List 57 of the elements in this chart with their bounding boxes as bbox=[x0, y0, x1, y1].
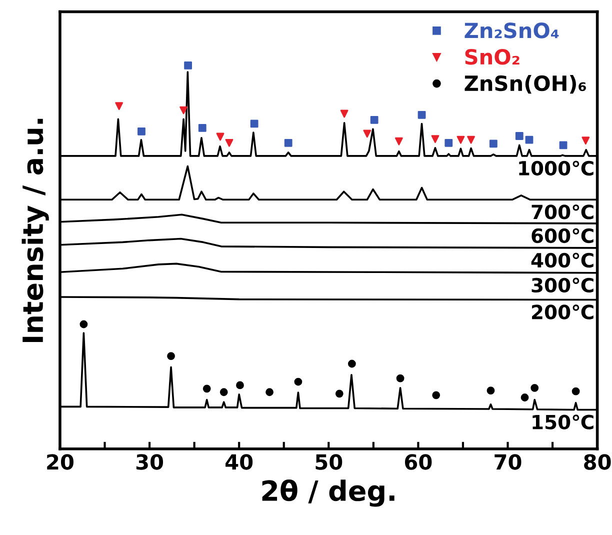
point bbox=[236, 381, 244, 390]
point bbox=[394, 137, 403, 146]
series-label: 700℃ bbox=[532, 204, 594, 220]
point bbox=[340, 110, 348, 118]
point bbox=[225, 138, 234, 147]
legend-label: ZnSn(OH)₆ bbox=[464, 75, 586, 94]
point bbox=[486, 386, 495, 395]
point bbox=[363, 130, 372, 138]
point bbox=[418, 110, 426, 119]
point bbox=[266, 388, 274, 396]
point bbox=[396, 374, 404, 382]
series-label: 400℃ bbox=[531, 252, 594, 268]
point bbox=[198, 124, 206, 132]
point bbox=[80, 320, 88, 328]
y-axis-title: Intensity / a.u. bbox=[22, 118, 49, 342]
x-tick-label: 50 bbox=[316, 454, 342, 470]
legend-label: Zn₂SnO₄ bbox=[464, 22, 559, 38]
point bbox=[530, 384, 539, 392]
point bbox=[220, 388, 228, 396]
point bbox=[250, 120, 258, 128]
point bbox=[431, 135, 440, 144]
x-tick-label: 40 bbox=[226, 454, 253, 470]
x-tick-label: 30 bbox=[136, 454, 164, 470]
series-label: 200℃ bbox=[532, 304, 594, 320]
point bbox=[284, 138, 292, 147]
point bbox=[432, 391, 440, 400]
x-tick-label: 80 bbox=[584, 454, 611, 470]
point bbox=[489, 140, 498, 148]
x-axis-title: 2θ / deg. bbox=[262, 479, 394, 507]
point bbox=[456, 136, 465, 144]
x-tick-label: 20 bbox=[47, 454, 74, 470]
series-label: 600℃ bbox=[532, 228, 594, 244]
point bbox=[559, 141, 568, 150]
legend-label: SnO₂ bbox=[465, 48, 520, 65]
point bbox=[515, 132, 524, 140]
series-label: 1000℃ bbox=[519, 160, 594, 176]
point bbox=[467, 136, 475, 144]
point bbox=[335, 390, 344, 398]
point bbox=[216, 132, 224, 141]
point bbox=[525, 136, 534, 144]
point bbox=[180, 106, 188, 114]
point bbox=[294, 378, 302, 386]
point bbox=[167, 352, 175, 360]
series-label: 300℃ bbox=[532, 278, 594, 293]
point bbox=[520, 394, 529, 402]
series-label: 150℃ bbox=[532, 414, 594, 430]
point bbox=[572, 387, 580, 396]
point bbox=[348, 360, 356, 368]
point bbox=[202, 384, 211, 393]
point bbox=[370, 116, 378, 124]
point bbox=[184, 61, 192, 70]
point bbox=[115, 102, 124, 110]
point bbox=[138, 127, 146, 136]
point bbox=[582, 136, 590, 145]
x-tick-label: 60 bbox=[404, 454, 432, 470]
point bbox=[444, 138, 453, 147]
x-tick-label: 70 bbox=[494, 454, 522, 470]
